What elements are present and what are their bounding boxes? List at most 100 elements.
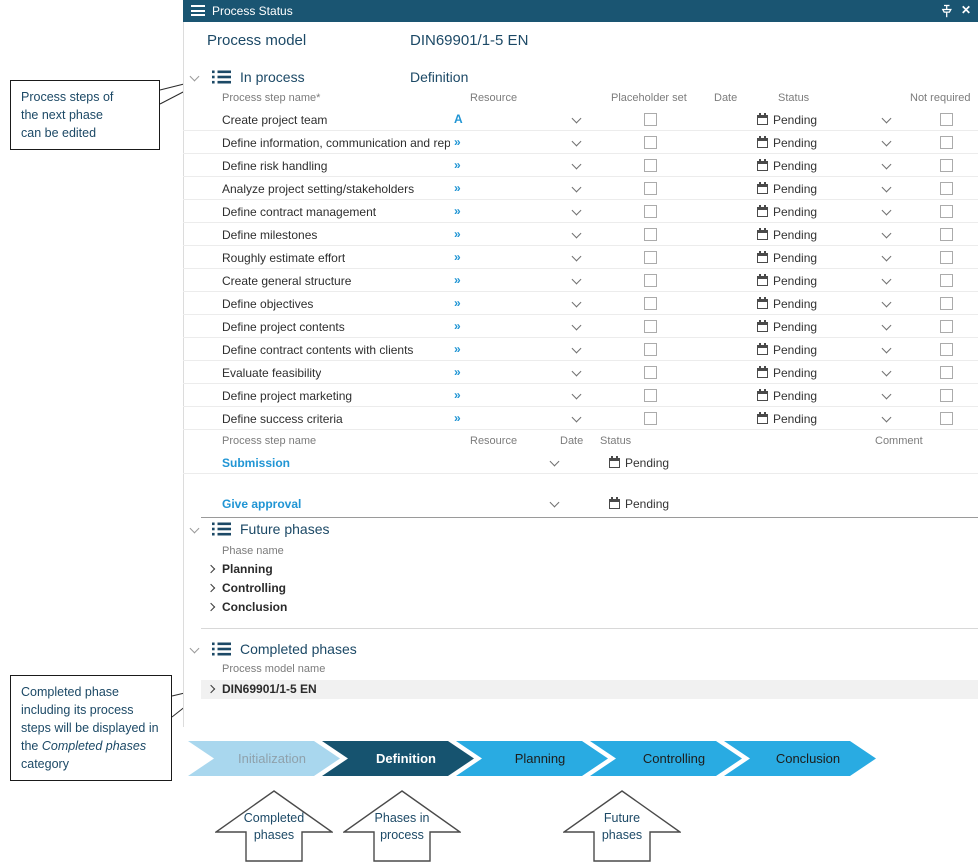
status-dropdown-icon[interactable] (881, 205, 892, 216)
resource-dropdown-icon[interactable] (571, 205, 582, 216)
resource-link[interactable]: » (454, 181, 461, 195)
close-icon[interactable]: ✕ (960, 3, 971, 17)
expand-icon[interactable] (206, 583, 216, 593)
placeholder-checkbox[interactable] (644, 205, 657, 218)
resource-dropdown-icon[interactable] (571, 320, 582, 331)
resource-dropdown-icon[interactable] (571, 343, 582, 354)
process-step-name[interactable]: Analyze project setting/stakeholders (222, 182, 415, 196)
expand-icon[interactable] (206, 684, 216, 694)
status-dropdown-icon[interactable] (881, 182, 892, 193)
placeholder-checkbox[interactable] (644, 274, 657, 287)
date-dropdown-icon[interactable] (549, 497, 560, 508)
collapse-icon[interactable] (189, 71, 200, 82)
resource-dropdown-icon[interactable] (571, 113, 582, 124)
notrequired-checkbox[interactable] (940, 113, 953, 126)
status-value[interactable]: Pending (773, 136, 818, 150)
resource-link[interactable]: » (454, 135, 461, 149)
process-step-name[interactable]: Define information, communication and re… (222, 136, 450, 150)
resource-dropdown-icon[interactable] (571, 389, 582, 400)
resource-link[interactable]: » (454, 273, 461, 287)
status-value[interactable]: Pending (773, 205, 818, 219)
notrequired-checkbox[interactable] (940, 389, 953, 402)
placeholder-checkbox[interactable] (644, 136, 657, 149)
notrequired-checkbox[interactable] (940, 366, 953, 379)
status-dropdown-icon[interactable] (881, 389, 892, 400)
placeholder-checkbox[interactable] (644, 297, 657, 310)
placeholder-checkbox[interactable] (644, 182, 657, 195)
notrequired-checkbox[interactable] (940, 159, 953, 172)
placeholder-checkbox[interactable] (644, 412, 657, 425)
resource-dropdown-icon[interactable] (571, 412, 582, 423)
status-value[interactable]: Pending (773, 251, 818, 265)
calendar-icon[interactable] (757, 182, 768, 194)
resource-dropdown-icon[interactable] (571, 159, 582, 170)
process-step-name[interactable]: Create general structure (222, 274, 352, 288)
pin-icon[interactable] (940, 4, 954, 18)
approval-step-name[interactable]: Give approval (222, 497, 302, 511)
resource-link[interactable]: » (454, 411, 461, 425)
process-step-name[interactable]: Define objectives (222, 297, 314, 311)
notrequired-checkbox[interactable] (940, 251, 953, 264)
process-step-name[interactable]: Create project team (222, 113, 328, 127)
status-dropdown-icon[interactable] (881, 136, 892, 147)
process-step-name[interactable]: Define project contents (222, 320, 345, 334)
status-dropdown-icon[interactable] (881, 159, 892, 170)
status-dropdown-icon[interactable] (881, 274, 892, 285)
placeholder-checkbox[interactable] (644, 389, 657, 402)
notrequired-checkbox[interactable] (940, 228, 953, 241)
resource-link[interactable]: » (454, 388, 461, 402)
process-step-name[interactable]: Define contract management (222, 205, 377, 219)
process-step-name[interactable]: Define project marketing (222, 389, 353, 403)
status-dropdown-icon[interactable] (881, 343, 892, 354)
future-phase-row[interactable]: Controlling (183, 579, 978, 598)
calendar-icon[interactable] (757, 389, 768, 401)
placeholder-checkbox[interactable] (644, 343, 657, 356)
process-step-name[interactable]: Define success criteria (222, 412, 343, 426)
resource-dropdown-icon[interactable] (571, 136, 582, 147)
notrequired-checkbox[interactable] (940, 182, 953, 195)
date-dropdown-icon[interactable] (549, 456, 560, 467)
status-value[interactable]: Pending (773, 412, 818, 426)
placeholder-checkbox[interactable] (644, 228, 657, 241)
status-dropdown-icon[interactable] (881, 113, 892, 124)
resource-dropdown-icon[interactable] (571, 274, 582, 285)
status-dropdown-icon[interactable] (881, 251, 892, 262)
calendar-icon[interactable] (757, 251, 768, 263)
calendar-icon[interactable] (757, 320, 768, 332)
status-value[interactable]: Pending (773, 297, 818, 311)
calendar-icon[interactable] (757, 159, 768, 171)
collapse-icon[interactable] (189, 523, 200, 534)
notrequired-checkbox[interactable] (940, 274, 953, 287)
calendar-icon[interactable] (609, 497, 620, 509)
expand-icon[interactable] (206, 564, 216, 574)
calendar-icon[interactable] (757, 274, 768, 286)
calendar-icon[interactable] (609, 456, 620, 468)
status-dropdown-icon[interactable] (881, 412, 892, 423)
calendar-icon[interactable] (757, 412, 768, 424)
calendar-icon[interactable] (757, 228, 768, 240)
resource-dropdown-icon[interactable] (571, 182, 582, 193)
process-step-name[interactable]: Define milestones (222, 228, 318, 242)
status-value[interactable]: Pending (773, 228, 818, 242)
future-phase-row[interactable]: Conclusion (183, 598, 978, 617)
notrequired-checkbox[interactable] (940, 297, 953, 310)
resource-link[interactable]: » (454, 204, 461, 218)
future-phase-row[interactable]: Planning (183, 560, 978, 579)
calendar-icon[interactable] (757, 113, 768, 125)
status-value[interactable]: Pending (773, 320, 818, 334)
status-value[interactable]: Pending (773, 366, 818, 380)
status-value[interactable]: Pending (773, 343, 818, 357)
status-dropdown-icon[interactable] (881, 297, 892, 308)
resource-link[interactable]: » (454, 319, 461, 333)
collapse-icon[interactable] (189, 643, 200, 654)
notrequired-checkbox[interactable] (940, 136, 953, 149)
expand-icon[interactable] (206, 602, 216, 612)
status-value[interactable]: Pending (625, 456, 670, 470)
process-step-name[interactable]: Define contract contents with clients (222, 343, 414, 357)
notrequired-checkbox[interactable] (940, 343, 953, 356)
process-step-name[interactable]: Define risk handling (222, 159, 328, 173)
completed-phase-row[interactable]: DIN69901/1-5 EN (201, 680, 978, 699)
status-dropdown-icon[interactable] (881, 228, 892, 239)
resource-dropdown-icon[interactable] (571, 251, 582, 262)
status-dropdown-icon[interactable] (881, 366, 892, 377)
